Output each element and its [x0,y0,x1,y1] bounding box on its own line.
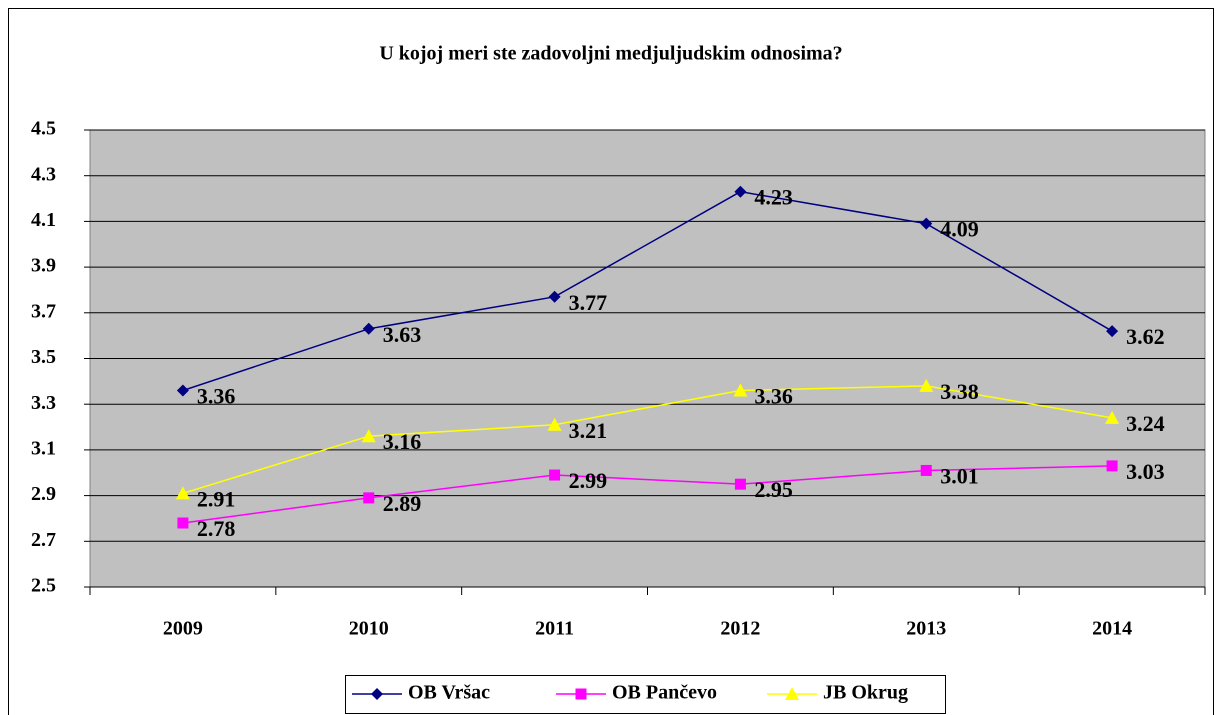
chart-title: U kojoj meri ste zadovoljni medjuljudski… [379,43,842,65]
data-label: 3.62 [1126,324,1165,349]
data-point [547,417,562,431]
legend-label: OB Vršac [408,682,490,704]
y-tick-label: 4.3 [31,163,56,185]
x-tick-label: 2013 [906,618,946,640]
data-point [1106,460,1118,472]
data-point [175,486,190,500]
series-line [182,385,1113,495]
data-point [177,517,189,529]
data-point [734,478,746,490]
data-label: 3.16 [383,429,422,454]
data-label: 3.03 [1126,459,1165,484]
y-tick-label: 4.5 [31,118,56,140]
data-point [1105,410,1120,424]
y-tick-label: 2.7 [31,529,56,551]
x-tick-label: 2009 [163,618,203,640]
data-label: 2.95 [754,477,793,502]
data-label: 2.91 [197,486,236,511]
data-point [920,464,932,476]
data-point [548,290,561,303]
y-tick-label: 3.5 [31,346,56,368]
data-point [362,322,375,335]
legend-label: JB Okrug [823,682,908,704]
data-label: 4.09 [940,217,979,242]
y-tick-label: 3.9 [31,255,56,277]
legend-marker [371,688,383,700]
data-label: 3.24 [1126,411,1165,436]
data-label: 4.23 [754,185,793,210]
data-point [549,469,561,481]
y-tick-label: 2.9 [31,483,56,505]
data-point [361,429,376,443]
x-tick-label: 2011 [535,618,574,640]
series-line [182,465,1113,524]
y-tick-label: 3.7 [31,300,56,322]
y-tick-label: 3.1 [31,437,56,459]
data-point [176,384,189,397]
x-tick-label: 2010 [349,618,389,640]
data-label: 3.36 [197,384,236,409]
data-point [919,378,934,392]
data-point [1106,325,1119,338]
data-point [920,217,933,230]
data-label: 3.38 [940,379,979,404]
legend [345,675,946,714]
data-point [733,383,748,397]
y-tick-label: 3.3 [31,392,56,414]
legend-marker [575,688,587,700]
data-point [734,185,747,198]
data-point [363,492,375,504]
y-tick-label: 2.5 [31,575,56,597]
y-tick-label: 4.1 [31,209,56,231]
data-label: 2.78 [197,516,236,541]
legend-label: OB Pančevo [612,682,717,704]
legend-marker [785,687,799,700]
data-label: 2.99 [569,468,608,493]
data-label: 3.01 [940,464,979,489]
data-label: 3.77 [569,290,608,315]
x-tick-label: 2014 [1092,618,1132,640]
x-tick-label: 2012 [720,618,760,640]
data-label: 3.36 [754,384,793,409]
data-label: 3.63 [383,322,422,347]
data-label: 2.89 [383,491,422,516]
data-label: 3.21 [569,418,608,443]
series-line [182,190,1113,392]
